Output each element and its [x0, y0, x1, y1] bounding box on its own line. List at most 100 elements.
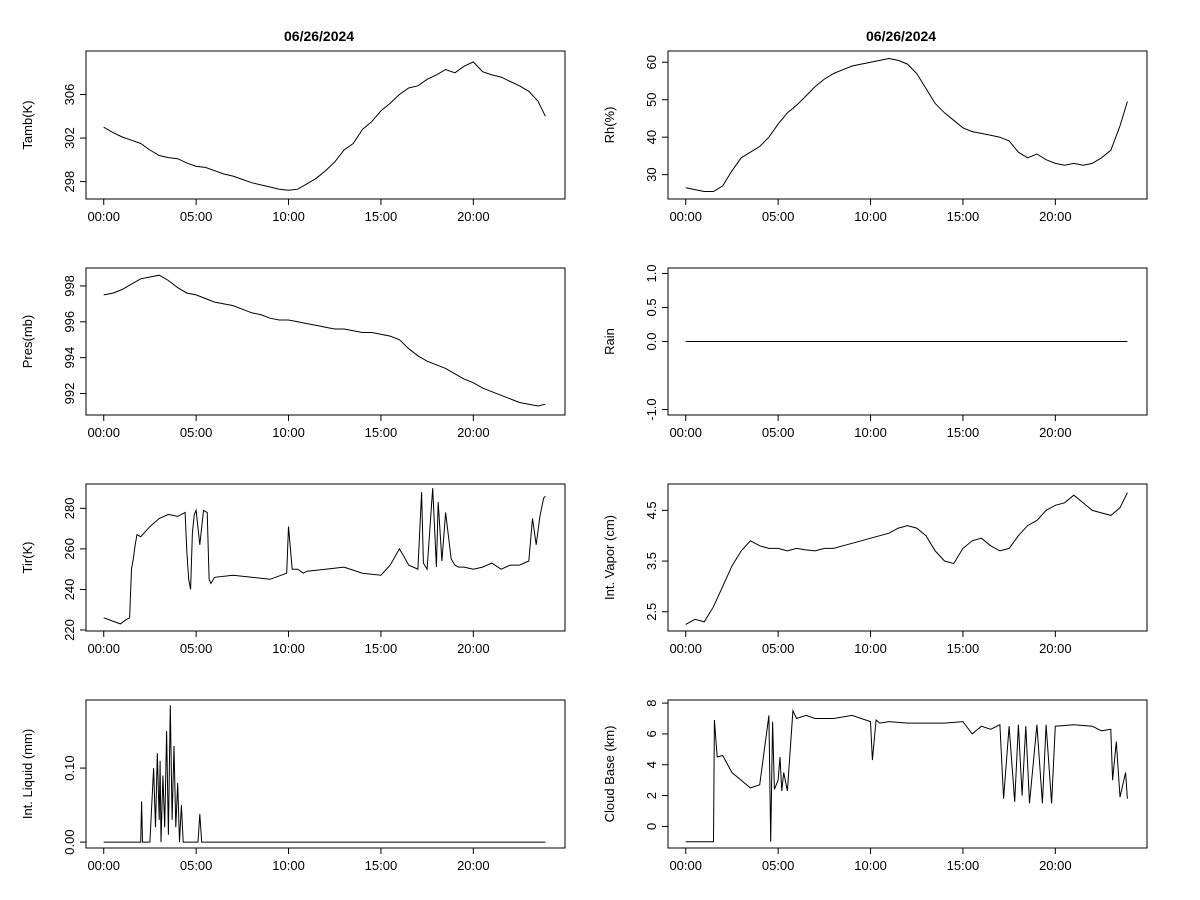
panel-pres: 00:00 05:00 10:00 15:00 20:00 992 994 996 998 Pre… [20, 267, 566, 440]
y-tick-label-rain: 1.0 [644, 264, 659, 282]
left-column-date-title: 06/26/2024 [284, 28, 355, 44]
panel-rain: 00:00 05:00 10:00 15:00 20:00 -1.0 0.0 0.5 1.0 Ra… [602, 264, 1148, 440]
x-tick-label-rh: 15:00 [947, 209, 980, 224]
y-tick-label-cloud: 0 [644, 823, 659, 830]
x-tick-label-tamb: 05:00 [180, 209, 213, 224]
plot-frame-pres [85, 267, 566, 416]
y-tick-label-tamb: 298 [62, 171, 77, 193]
y-tick-label-cloud: 8 [644, 699, 659, 706]
y-tick-label-rh: 40 [644, 130, 659, 144]
y-tick-label-tir: 260 [62, 538, 77, 560]
series-line-tamb [103, 61, 546, 191]
y-tick-label-vapor: 2.5 [644, 603, 659, 621]
y-tick-label-rh: 60 [644, 55, 659, 69]
x-tick-label-tir: 00:00 [87, 641, 120, 656]
x-tick-label-rain: 10:00 [854, 425, 887, 440]
panel-liquid: 00:00 05:00 10:00 15:00 20:00 0.00 0.10 Int. Li… [20, 699, 566, 873]
x-tick-label-cloud: 10:00 [854, 858, 887, 873]
panel-tamb: 00:00 05:00 10:00 15:00 20:00 298 302 306 Tamb(K… [20, 50, 566, 224]
plot-frame-tamb [85, 50, 566, 200]
x-tick-label-liquid: 10:00 [272, 858, 305, 873]
y-axis-label-rain: Rain [602, 328, 617, 355]
plot-frame-liquid [85, 699, 566, 849]
series-line-pres [103, 274, 546, 407]
y-axis-label-pres: Pres(mb) [20, 315, 35, 368]
plot-frame-tir [85, 483, 566, 632]
y-tick-label-vapor: 3.5 [644, 552, 659, 570]
y-axis-label-liquid: Int. Liquid (mm) [20, 729, 35, 819]
y-axis-label-vapor: Int. Vapor (cm) [602, 515, 617, 600]
x-tick-label-cloud: 15:00 [947, 858, 980, 873]
y-tick-label-rain: -1.0 [644, 398, 659, 420]
y-tick-label-pres: 998 [62, 275, 77, 297]
y-tick-label-pres: 996 [62, 311, 77, 333]
series-line-liquid [103, 705, 546, 843]
x-tick-label-rain: 20:00 [1039, 425, 1072, 440]
panel-cloud: 00:00 05:00 10:00 15:00 20:00 0 2 4 6 8 Cloud Base… [602, 699, 1148, 873]
x-tick-label-cloud: 05:00 [762, 858, 795, 873]
x-tick-label-liquid: 00:00 [87, 858, 120, 873]
x-tick-label-tamb: 20:00 [457, 209, 490, 224]
x-tick-label-vapor: 00:00 [669, 641, 702, 656]
x-tick-label-rain: 05:00 [762, 425, 795, 440]
y-axis-label-cloud: Cloud Base (km) [602, 726, 617, 823]
y-tick-label-tir: 240 [62, 579, 77, 601]
y-tick-label-vapor: 4.5 [644, 501, 659, 519]
panel-vapor: 00:00 05:00 10:00 15:00 20:00 2.5 3.5 4.5 Int. V… [602, 483, 1148, 656]
y-tick-label-tamb: 302 [62, 127, 77, 149]
plot-frame-vapor [667, 483, 1148, 632]
x-tick-label-tamb: 10:00 [272, 209, 305, 224]
series-line-tir [103, 488, 546, 625]
y-tick-label-pres: 994 [62, 347, 77, 369]
y-tick-label-liquid: 0.10 [62, 755, 77, 780]
x-tick-label-pres: 15:00 [365, 425, 398, 440]
series-line-vapor [685, 492, 1128, 625]
x-tick-label-vapor: 20:00 [1039, 641, 1072, 656]
plot-frame-cloud [667, 699, 1148, 849]
y-axis-label-tir: Tir(K) [20, 541, 35, 573]
y-tick-label-rh: 50 [644, 92, 659, 106]
plot-frame-rh [667, 50, 1148, 200]
x-tick-label-pres: 20:00 [457, 425, 490, 440]
x-tick-label-vapor: 05:00 [762, 641, 795, 656]
y-tick-label-pres: 992 [62, 383, 77, 405]
x-tick-label-vapor: 10:00 [854, 641, 887, 656]
x-tick-label-rh: 10:00 [854, 209, 887, 224]
x-tick-label-rh: 05:00 [762, 209, 795, 224]
panel-rh: 00:00 05:00 10:00 15:00 20:00 30 40 50 60 Rh(%) [602, 50, 1148, 224]
y-tick-label-tir: 280 [62, 497, 77, 519]
x-tick-label-tir: 10:00 [272, 641, 305, 656]
x-tick-label-tamb: 00:00 [87, 209, 120, 224]
x-tick-label-tamb: 15:00 [365, 209, 398, 224]
x-tick-label-rh: 00:00 [669, 209, 702, 224]
x-tick-label-tir: 20:00 [457, 641, 490, 656]
y-tick-label-liquid: 0.00 [62, 829, 77, 854]
x-tick-label-vapor: 15:00 [947, 641, 980, 656]
x-tick-label-liquid: 05:00 [180, 858, 213, 873]
x-tick-label-pres: 10:00 [272, 425, 305, 440]
x-tick-label-pres: 05:00 [180, 425, 213, 440]
y-tick-label-tir: 220 [62, 619, 77, 641]
y-tick-label-rain: 0.0 [644, 332, 659, 350]
y-tick-label-cloud: 4 [644, 761, 659, 768]
x-tick-label-cloud: 20:00 [1039, 858, 1072, 873]
x-tick-label-pres: 00:00 [87, 425, 120, 440]
y-axis-label-tamb: Tamb(K) [20, 100, 35, 149]
y-tick-label-rain: 0.5 [644, 298, 659, 316]
x-tick-label-rh: 20:00 [1039, 209, 1072, 224]
y-tick-label-cloud: 6 [644, 730, 659, 737]
right-column-date-title: 06/26/2024 [866, 28, 937, 44]
x-tick-label-rain: 00:00 [669, 425, 702, 440]
x-tick-label-tir: 05:00 [180, 641, 213, 656]
y-axis-label-rh: Rh(%) [602, 107, 617, 144]
x-tick-label-tir: 15:00 [365, 641, 398, 656]
y-tick-label-cloud: 2 [644, 792, 659, 799]
y-tick-label-rh: 30 [644, 167, 659, 181]
panel-tir: 00:00 05:00 10:00 15:00 20:00 220 240 260 280 Tir… [20, 483, 566, 656]
x-tick-label-cloud: 00:00 [669, 858, 702, 873]
x-tick-label-liquid: 20:00 [457, 858, 490, 873]
x-tick-label-rain: 15:00 [947, 425, 980, 440]
x-tick-label-liquid: 15:00 [365, 858, 398, 873]
